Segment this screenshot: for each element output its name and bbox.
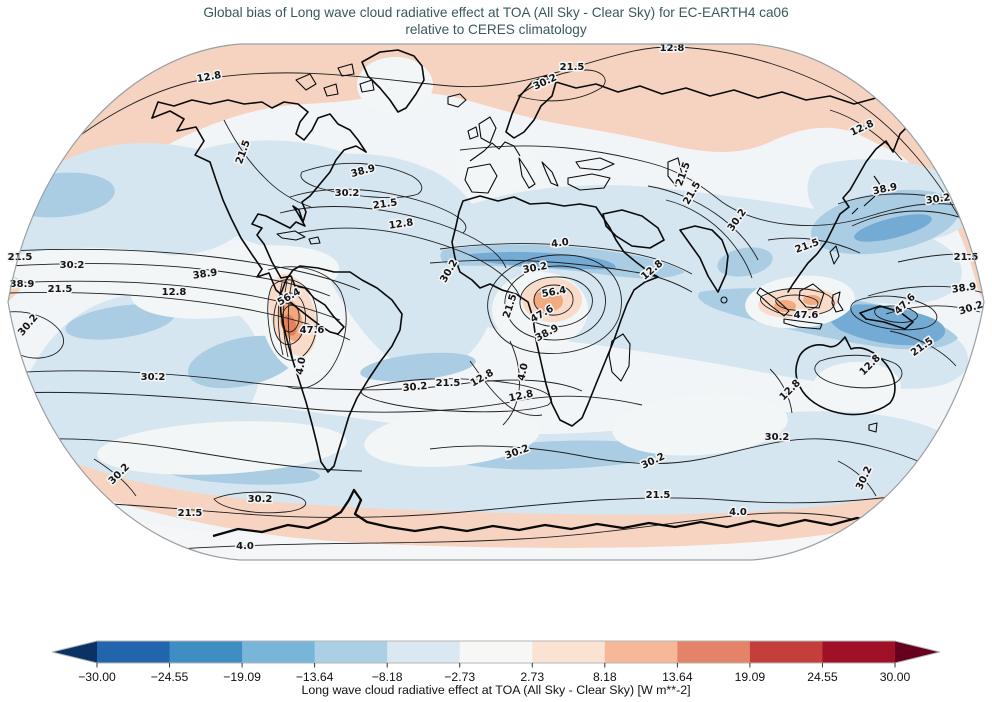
- colorbar-tick-label: −13.64: [296, 670, 334, 684]
- colorbar-over-arrow: [895, 641, 940, 663]
- contour-label: 4.0: [729, 507, 747, 518]
- contour-label: 12.8: [162, 287, 187, 298]
- contour-label: 12.8: [660, 43, 685, 54]
- contour-label: 30.2: [60, 260, 85, 271]
- contour-label: 4.0: [551, 237, 570, 250]
- contour-label: 30.2: [402, 381, 428, 394]
- colorbar-segment: [749, 641, 823, 663]
- colorbar: −30.00 −24.55 −19.09 −13.64 −8.18 −2.73 2.73 8.…: [51, 640, 941, 684]
- contour-lines: [8, 46, 984, 550]
- colorbar-segment: [459, 641, 533, 663]
- contour-label: 30.2: [765, 432, 790, 443]
- contour-label: 30.2: [335, 188, 360, 199]
- colorbar-under-arrow: [52, 641, 97, 663]
- contour-label: 38.9: [192, 267, 218, 281]
- figure-title-line1: Global bias of Long wave cloud radiative…: [203, 5, 789, 20]
- colorbar-segment: [604, 641, 678, 663]
- colorbar-segment: [242, 641, 316, 663]
- map-outline: [7, 43, 985, 561]
- colorbar-tick-label: −2.73: [444, 670, 475, 684]
- colorbar-tick-label: −19.09: [223, 670, 261, 684]
- colorbar-tick-label: −8.18: [372, 670, 403, 684]
- colorbar-segment: [169, 641, 243, 663]
- contour-label: 38.9: [10, 279, 35, 290]
- contour-label: 21.5: [178, 508, 203, 519]
- colorbar-tick-label: 30.00: [880, 670, 911, 684]
- colorbar-segment: [677, 641, 751, 663]
- colorbar-tick-label: 24.55: [807, 670, 838, 684]
- contour-label: 30.2: [248, 494, 273, 505]
- colorbar-segment: [314, 641, 388, 663]
- contour-label: 4.0: [295, 356, 309, 375]
- contour-label: 4.0: [236, 541, 254, 552]
- contour-label: 12.8: [388, 217, 414, 231]
- colorbar-tick-label: 13.64: [662, 670, 693, 684]
- contour-label: 21.5: [560, 62, 585, 73]
- colorbar-tick-label: 2.73: [520, 670, 544, 684]
- contour-label: 38.9: [951, 281, 977, 295]
- colorbar-tick-label: 19.09: [735, 670, 766, 684]
- colorbar-tick-label: 8.18: [593, 670, 617, 684]
- figure-title: Global bias of Long wave cloud radiative…: [0, 4, 992, 38]
- colorbar-label: Long wave cloud radiative effect at TOA …: [301, 683, 691, 697]
- contour-label: 21.5: [646, 490, 671, 501]
- colorbar-segment: [97, 641, 171, 663]
- contour-label: 30.2: [925, 192, 951, 206]
- coastlines: [151, 49, 963, 538]
- colorbar-tick-label: −30.00: [78, 670, 116, 684]
- contour-label: 30.2: [141, 372, 166, 383]
- colorbar-segment: [822, 641, 896, 663]
- contour-label: 47.6: [300, 325, 325, 336]
- contour-label: 21.5: [436, 378, 461, 389]
- colorbar-segment: [387, 641, 461, 663]
- contour-label: 21.5: [372, 197, 398, 211]
- colorbar-tick-label: −24.55: [151, 670, 189, 684]
- colorbar-segment: [532, 641, 606, 663]
- figure-title-line2: relative to CERES climatology: [405, 22, 587, 37]
- contour-label: 21.5: [48, 284, 73, 295]
- fill-regions: [8, 44, 984, 560]
- contour-label: 21.5: [8, 252, 33, 263]
- contour-label: 47.6: [794, 310, 819, 321]
